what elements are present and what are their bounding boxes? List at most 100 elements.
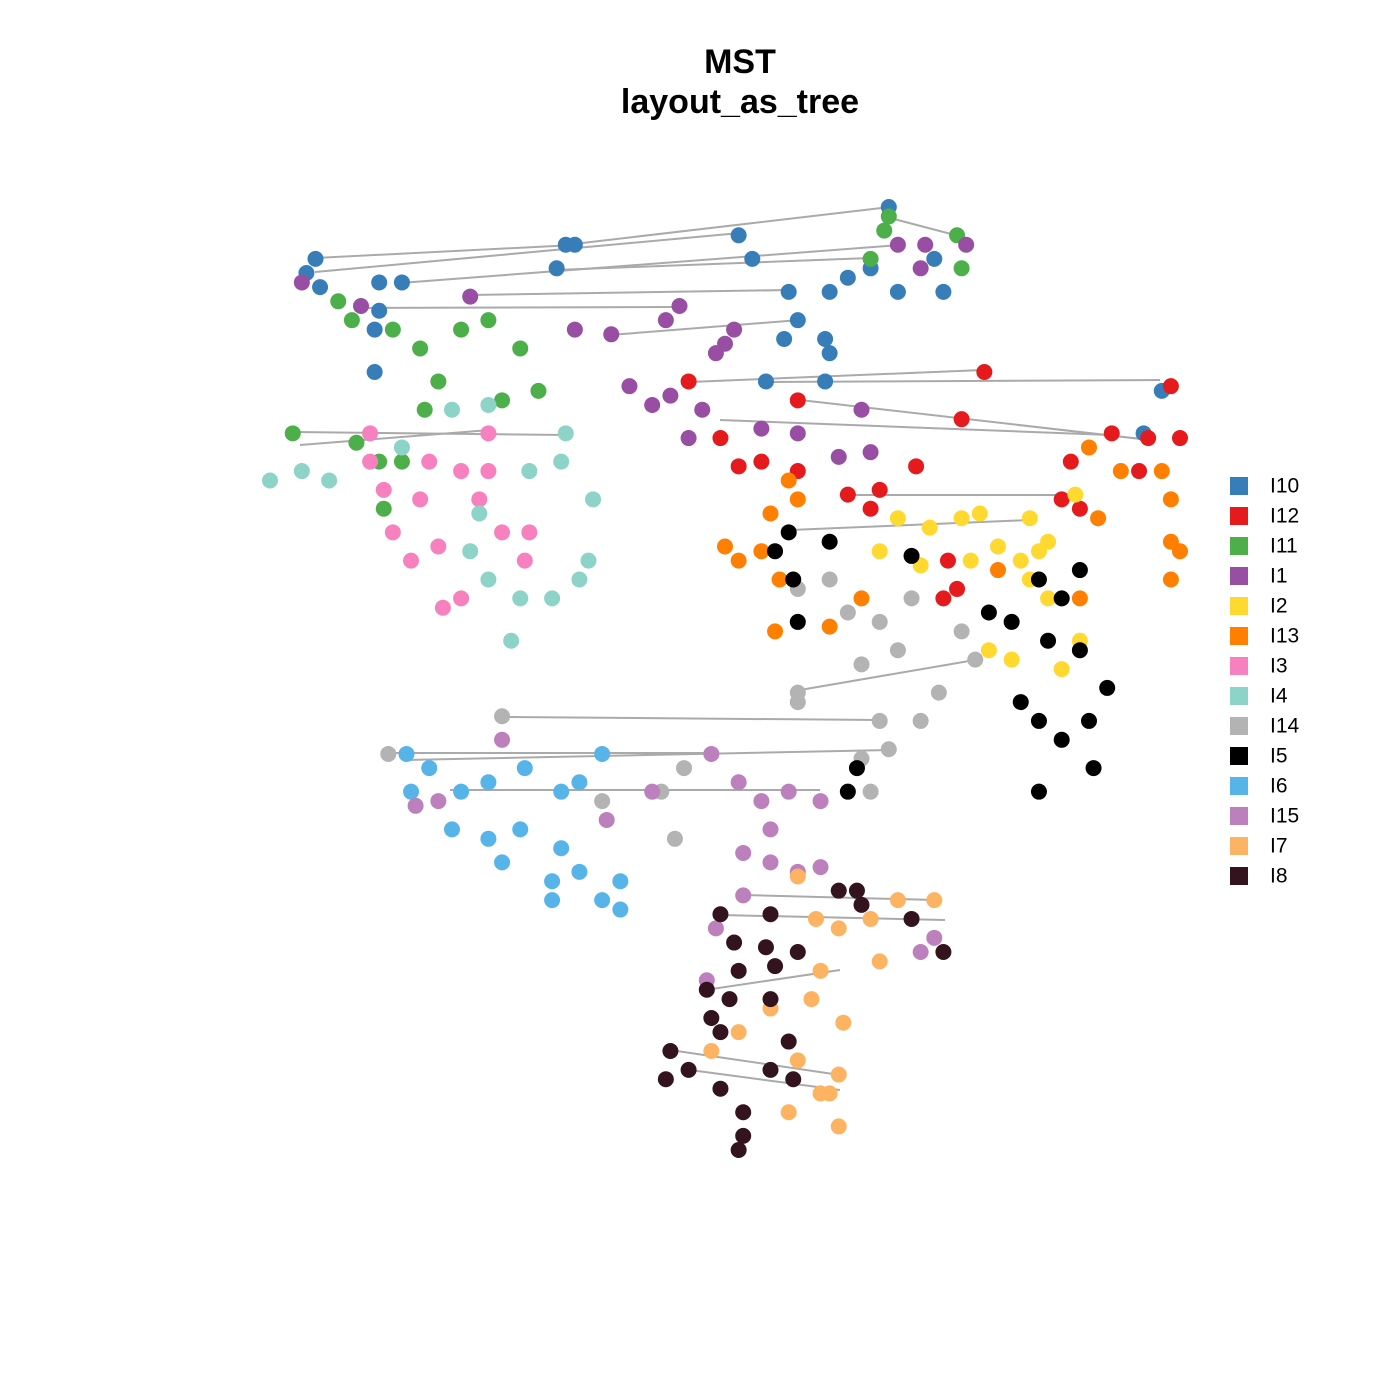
node	[785, 571, 802, 588]
legend-swatch	[1230, 747, 1248, 765]
node	[912, 260, 929, 277]
node	[1071, 642, 1088, 659]
node	[676, 760, 693, 777]
legend-swatch	[1230, 777, 1248, 795]
node	[1085, 760, 1102, 777]
node	[903, 910, 920, 927]
node	[412, 491, 429, 508]
node	[880, 741, 897, 758]
node	[1053, 661, 1070, 678]
node	[1012, 552, 1029, 569]
node	[767, 543, 784, 560]
node	[753, 793, 770, 810]
legend-label: I8	[1270, 865, 1288, 888]
node	[444, 821, 460, 838]
node	[912, 712, 929, 729]
node	[553, 453, 570, 470]
node	[871, 712, 888, 729]
node	[812, 962, 829, 979]
chart-title: MST	[704, 43, 776, 81]
node	[371, 302, 388, 319]
legend-label: I5	[1270, 745, 1288, 768]
node	[585, 491, 602, 508]
node	[889, 236, 906, 253]
node	[871, 543, 888, 560]
node	[307, 250, 324, 267]
node	[403, 783, 420, 800]
node	[1090, 510, 1107, 527]
node	[871, 481, 888, 498]
node	[1053, 491, 1070, 508]
legend-label: I3	[1270, 655, 1288, 678]
node	[789, 425, 806, 442]
node	[926, 929, 943, 946]
node	[293, 274, 310, 291]
node	[666, 830, 683, 847]
node	[958, 236, 975, 253]
node	[880, 208, 897, 225]
node	[371, 274, 388, 291]
node	[939, 552, 956, 569]
node	[730, 774, 747, 791]
node	[735, 844, 752, 861]
node	[990, 538, 1006, 555]
node	[494, 392, 511, 409]
node	[862, 783, 879, 800]
node	[780, 472, 797, 489]
node	[780, 783, 797, 800]
node	[735, 1127, 752, 1144]
edge	[399, 244, 901, 284]
node	[544, 892, 561, 909]
node	[853, 656, 870, 673]
node	[789, 392, 806, 409]
node	[393, 439, 410, 456]
node	[471, 491, 488, 508]
node	[1030, 783, 1047, 800]
node	[926, 250, 943, 267]
node	[480, 397, 497, 414]
node	[908, 458, 925, 475]
edge	[314, 244, 576, 259]
node	[521, 463, 538, 480]
node	[480, 312, 497, 329]
node	[935, 283, 952, 300]
legend-label: I2	[1270, 595, 1288, 618]
edge	[889, 217, 956, 236]
node	[662, 1042, 679, 1059]
node	[757, 939, 774, 956]
node	[530, 382, 547, 399]
node	[935, 590, 952, 607]
node	[1112, 463, 1129, 480]
node	[480, 830, 497, 847]
edge	[669, 1049, 841, 1076]
node	[762, 854, 779, 871]
node	[671, 298, 688, 315]
node	[421, 453, 438, 470]
node	[862, 500, 879, 517]
node	[821, 283, 838, 300]
node	[862, 910, 879, 927]
node	[903, 547, 920, 564]
node	[808, 910, 824, 927]
node	[976, 364, 993, 381]
node	[548, 260, 565, 277]
node	[393, 453, 410, 470]
node	[516, 760, 533, 777]
node	[926, 892, 943, 909]
node	[462, 288, 479, 305]
node	[744, 250, 761, 267]
node	[835, 1014, 852, 1031]
node	[889, 892, 906, 909]
edge	[294, 431, 566, 436]
edge	[719, 419, 1111, 436]
node	[1131, 463, 1148, 480]
node	[789, 613, 806, 630]
node	[830, 448, 847, 465]
node	[730, 1142, 747, 1158]
legend-swatch	[1230, 687, 1248, 705]
node	[412, 340, 429, 357]
node	[480, 425, 497, 442]
node	[293, 463, 310, 480]
node	[494, 854, 511, 871]
